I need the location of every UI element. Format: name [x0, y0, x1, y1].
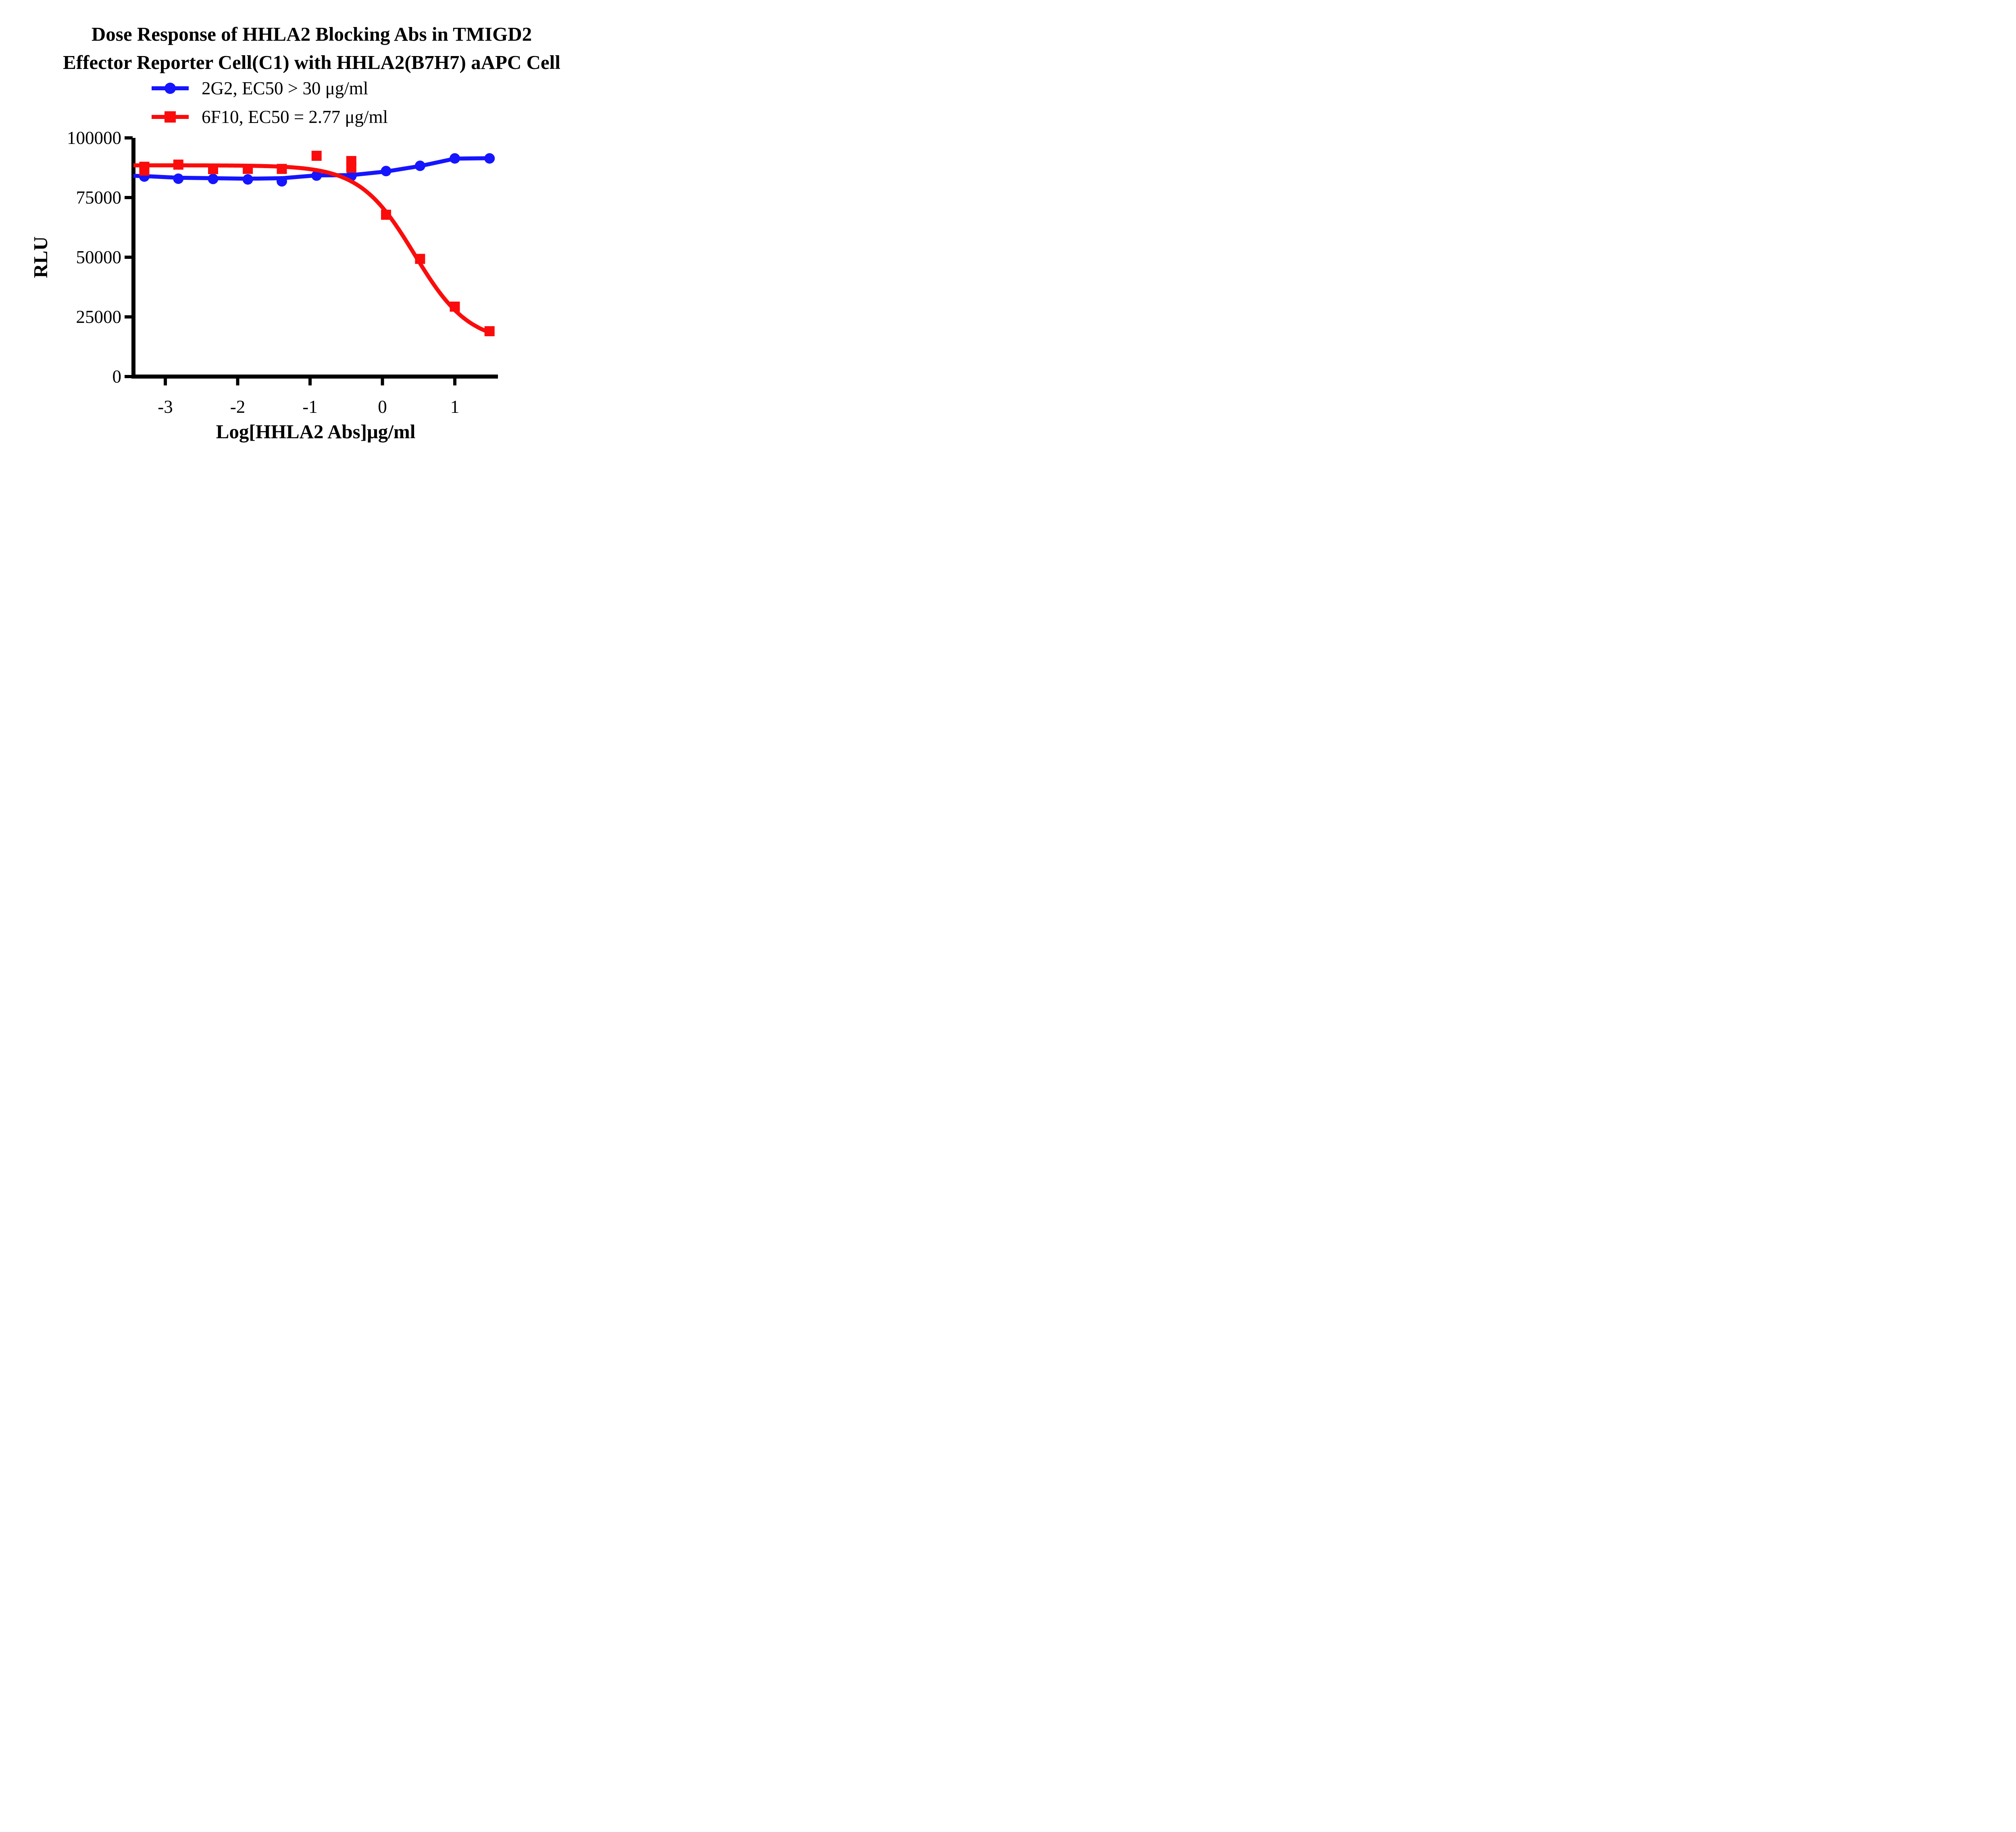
series-6f10-data-point	[139, 165, 150, 176]
legend-item-6f10: 6F10, EC50 = 2.77 μg/ml	[151, 104, 388, 130]
legend-marker-6f10-square-icon	[152, 111, 189, 123]
y-tick-label: 50000	[76, 247, 122, 267]
series-2g2-data-point	[311, 170, 322, 181]
series-2g2-data-point	[484, 153, 495, 164]
series-2g2-data-point	[276, 176, 287, 187]
series-6f10-data-point	[484, 326, 495, 337]
series-2g2-data-point	[450, 153, 460, 164]
series-6f10-data-point	[208, 164, 218, 175]
x-tick-label: 0	[378, 397, 387, 417]
x-tick-label: 1	[450, 397, 460, 417]
legend-label-2g2: 2G2, EC50 > 30 μg/ml	[202, 78, 369, 98]
series-6f10-data-point	[346, 162, 356, 173]
chart-title-line1: Dose Response of HHLA2 Blocking Abs in T…	[91, 23, 532, 45]
series-6f10-data-point	[450, 302, 460, 312]
y-tick-label: 75000	[76, 187, 122, 208]
x-tick-label: -3	[158, 397, 173, 417]
x-tick-label: -2	[230, 397, 246, 417]
plot-area: 0 25000 50000 75000 100000 -3 -2 -1 0 1 RLU Log[HHL…	[29, 128, 498, 443]
y-axis-title: RLU	[29, 236, 52, 278]
legend-label-6f10: 6F10, EC50 = 2.77 μg/ml	[202, 107, 388, 127]
legend: 2G2, EC50 > 30 μg/ml 6F10, EC50 = 2.77 μ…	[151, 75, 388, 133]
axis-spine	[131, 138, 498, 379]
x-axis-title: Log[HHLA2 Abs]μg/ml	[216, 421, 416, 443]
series-6f10-fit-curve	[133, 163, 490, 335]
series-2g2-data-point	[173, 173, 184, 184]
series-6f10-data-point	[243, 164, 253, 174]
chart-title: Dose Response of HHLA2 Blocking Abs in T…	[0, 20, 623, 76]
series-2g2-data-point	[381, 166, 392, 177]
series-6f10-data-point	[311, 150, 322, 161]
chart-title-line2: Effector Reporter Cell(C1) with HHLA2(B7…	[63, 51, 560, 73]
series-2g2-data-point	[208, 173, 219, 184]
series-6f10-data-point	[173, 159, 183, 170]
series-6f10-data-point	[277, 164, 287, 174]
legend-marker-2g2-circle-icon	[152, 83, 189, 94]
series-6f10-data-point	[381, 210, 391, 220]
y-tick-label: 100000	[67, 128, 121, 148]
y-tick-label: 25000	[76, 307, 122, 327]
series-2g2-data-point	[242, 174, 253, 185]
legend-item-2g2: 2G2, EC50 > 30 μg/ml	[151, 75, 388, 101]
series-2g2-line	[133, 156, 490, 181]
series-6f10-data-point	[415, 254, 425, 264]
y-tick-label: 0	[112, 366, 122, 387]
x-tick-label: -1	[302, 397, 318, 417]
series-2g2-data-point	[414, 160, 425, 171]
dose-response-figure: Dose Response of HHLA2 Blocking Abs in T…	[0, 0, 623, 458]
